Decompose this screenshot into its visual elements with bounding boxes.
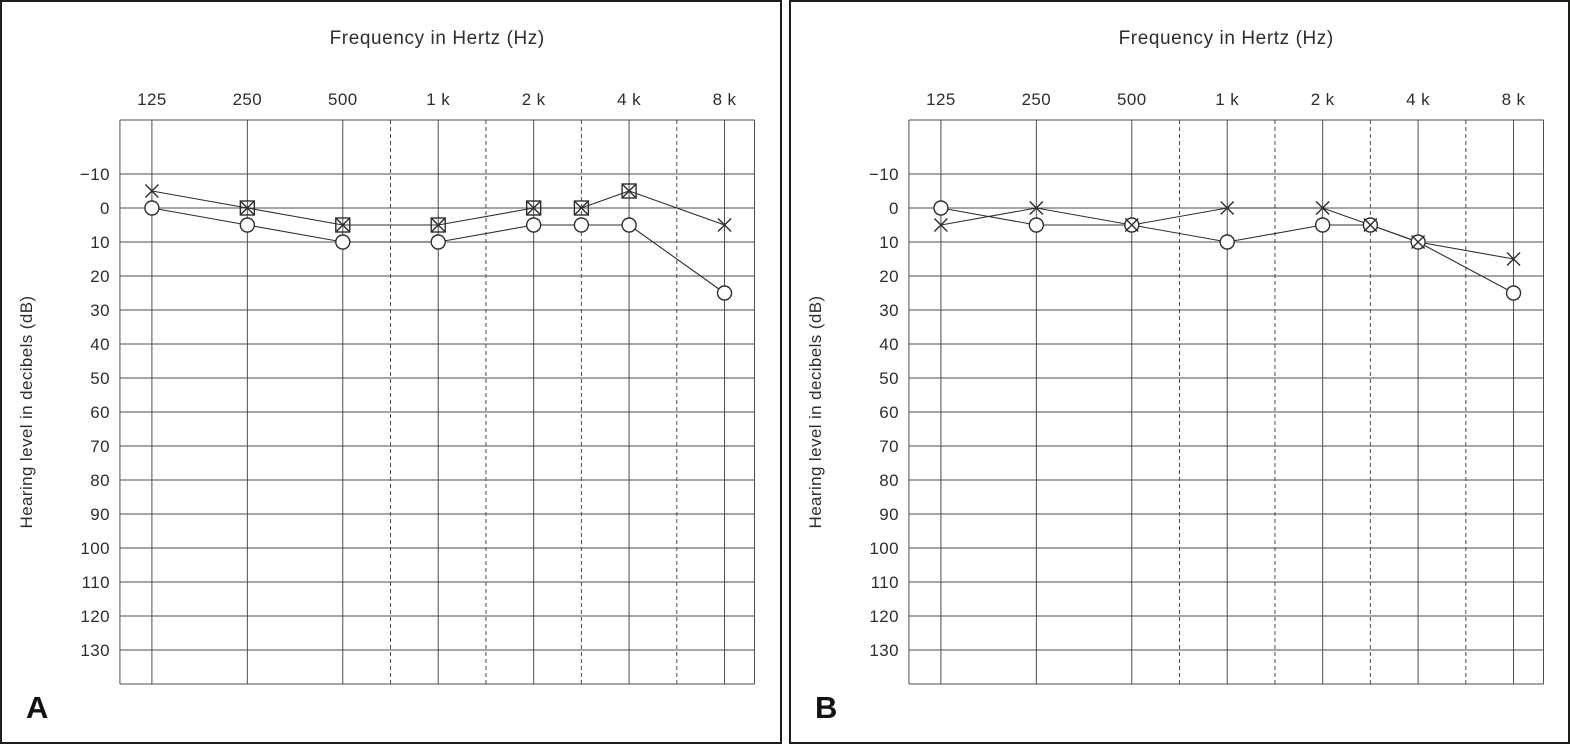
y-tick-label: 80 (879, 471, 899, 490)
y-tick-label: 130 (80, 641, 110, 660)
x-tick-label: 4 k (617, 90, 641, 109)
grid (119, 119, 756, 685)
y-tick-label: 120 (869, 607, 899, 626)
circle-marker (1028, 217, 1044, 233)
y-tick-label: 20 (90, 267, 110, 286)
circle-marker-series-line (151, 207, 725, 294)
y-tick-label: −10 (868, 165, 898, 184)
y-tick-label: 110 (82, 573, 110, 592)
circle-marker (621, 217, 637, 233)
x-tick-label: 8 k (713, 90, 737, 109)
x-tick-label: 250 (233, 90, 263, 109)
chart-title: Frequency in Hertz (Hz) (330, 28, 545, 49)
square-marker (239, 200, 256, 216)
x-tick-label: 8 k (1501, 90, 1525, 109)
y-tick-label: 40 (90, 335, 110, 354)
y-tick-label: 120 (80, 607, 110, 626)
x-tick-label: 1 k (1215, 90, 1239, 109)
y-tick-label: 60 (879, 403, 899, 422)
circle-marker (335, 234, 351, 250)
circle-marker (1219, 234, 1235, 250)
cross-marker (431, 218, 446, 232)
circle-marker (573, 217, 590, 233)
square-marker (573, 200, 590, 216)
circle-marker (716, 285, 733, 301)
cross-marker (574, 201, 589, 215)
x-tick-label: 125 (137, 90, 167, 109)
x-tick-label: 500 (328, 90, 358, 109)
cross-marker (240, 201, 255, 215)
cross-marker (1315, 201, 1330, 215)
cross-marker (1028, 201, 1043, 215)
y-tick-label: −10 (80, 165, 110, 184)
y-tick-label: 30 (90, 301, 110, 320)
y-tick-label: 50 (90, 369, 110, 388)
y-tick-label: 80 (90, 471, 110, 490)
y-tick-label: 10 (90, 233, 110, 252)
circle-marker (1505, 285, 1521, 301)
x-tick-label: 125 (926, 90, 956, 109)
cross-marker (622, 184, 637, 198)
x-tick-label: 4 k (1406, 90, 1430, 109)
square-marker (621, 183, 637, 199)
circle-marker (144, 200, 160, 216)
circle-marker (932, 200, 949, 216)
y-tick-label: 0 (100, 199, 110, 218)
chart-title: Frequency in Hertz (Hz) (1118, 28, 1333, 49)
cross-marker (144, 184, 159, 198)
cross-marker (933, 218, 948, 232)
x-tick-label: 2 k (522, 90, 546, 109)
y-tick-label: 60 (90, 403, 110, 422)
x-tick-label: 500 (1117, 90, 1147, 109)
y-tick-label: 90 (879, 505, 899, 524)
cross-marker (717, 218, 732, 232)
circle-marker (430, 234, 446, 250)
panel-label: B (814, 690, 836, 725)
y-tick-label: 100 (869, 539, 899, 558)
square-marker (335, 217, 351, 233)
cross-marker (335, 218, 350, 232)
cross-marker (1219, 201, 1234, 215)
cross-marker-series-line (151, 190, 725, 226)
cross-marker-series-line (940, 207, 1514, 260)
y-tick-label: 10 (879, 233, 899, 252)
y-tick-label: 70 (90, 437, 110, 456)
cross-marker (1362, 218, 1377, 232)
y-tick-label: 20 (879, 267, 899, 286)
y-tick-label: 90 (90, 505, 110, 524)
y-tick-label: 50 (879, 369, 899, 388)
cross-marker (1506, 252, 1521, 266)
circle-marker (239, 217, 256, 233)
x-tick-label: 1 k (426, 90, 450, 109)
y-tick-label: 110 (870, 573, 898, 592)
square-marker (430, 217, 446, 233)
y-axis-title: Hearing level in decibels (dB) (805, 296, 824, 529)
y-tick-label: 100 (80, 539, 110, 558)
circle-marker (525, 217, 542, 233)
grid (907, 119, 1544, 685)
x-tick-label: 2 k (1310, 90, 1334, 109)
x-tick-label: 250 (1021, 90, 1051, 109)
y-tick-label: 70 (879, 437, 899, 456)
y-tick-label: 40 (879, 335, 899, 354)
square-marker (525, 200, 542, 216)
cross-marker (526, 201, 541, 215)
y-tick-label: 130 (869, 641, 899, 660)
cross-marker (1410, 235, 1425, 249)
cross-marker (1124, 218, 1139, 232)
y-axis-title: Hearing level in decibels (dB) (17, 296, 36, 529)
y-tick-label: 0 (889, 199, 899, 218)
y-tick-label: 30 (879, 301, 899, 320)
circle-marker (1314, 217, 1330, 233)
panel-label: A (26, 690, 48, 725)
